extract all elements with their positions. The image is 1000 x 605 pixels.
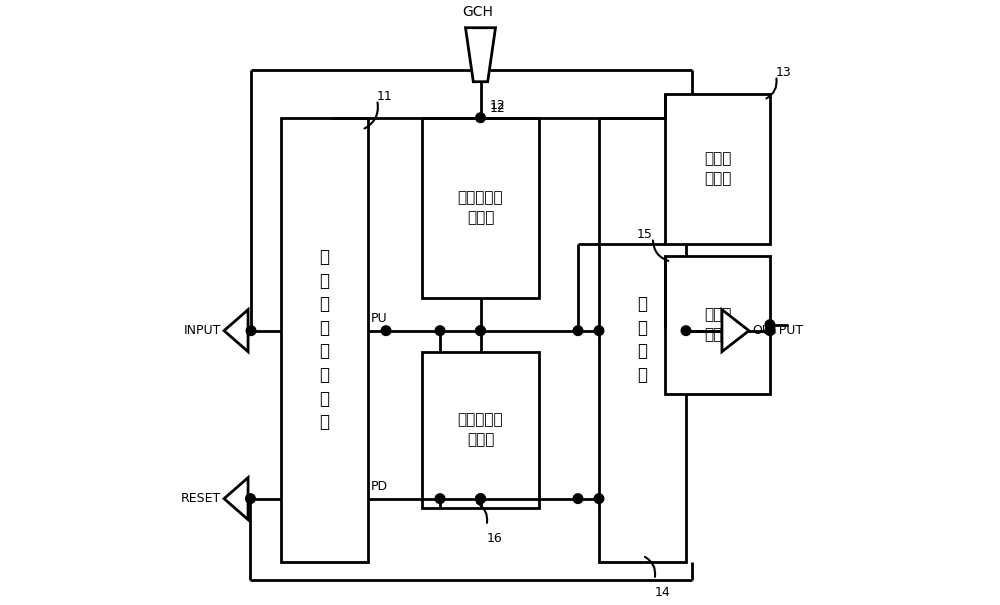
FancyBboxPatch shape <box>665 94 770 244</box>
Text: 12: 12 <box>490 99 505 112</box>
Text: PU: PU <box>371 312 388 325</box>
Text: 补偿存
储单元: 补偿存 储单元 <box>704 307 731 342</box>
Circle shape <box>573 494 583 503</box>
Circle shape <box>246 326 256 335</box>
Circle shape <box>476 113 485 123</box>
Text: 13: 13 <box>776 66 792 79</box>
Polygon shape <box>224 310 248 352</box>
Circle shape <box>381 326 391 335</box>
Circle shape <box>246 494 255 503</box>
Text: 上
拉
节
点
控
制
单
元: 上 拉 节 点 控 制 单 元 <box>320 248 330 431</box>
Polygon shape <box>722 310 749 352</box>
Text: 输
出
单
元: 输 出 单 元 <box>637 295 647 384</box>
Text: INPUT: INPUT <box>184 324 221 337</box>
Text: RESET: RESET <box>181 492 221 505</box>
Polygon shape <box>224 477 248 520</box>
Circle shape <box>765 320 775 330</box>
Text: 16: 16 <box>487 532 502 544</box>
Circle shape <box>594 326 604 335</box>
Text: 15: 15 <box>637 227 653 241</box>
Circle shape <box>765 326 775 335</box>
Text: 14: 14 <box>654 586 670 598</box>
Circle shape <box>594 494 604 503</box>
Text: 下拉节点控
制单元: 下拉节点控 制单元 <box>458 191 503 225</box>
Text: OUTPUT: OUTPUT <box>752 324 803 337</box>
Circle shape <box>476 326 485 335</box>
Circle shape <box>476 494 485 503</box>
Circle shape <box>435 326 445 335</box>
FancyBboxPatch shape <box>422 352 539 508</box>
Text: 11: 11 <box>377 90 393 103</box>
Text: PD: PD <box>371 480 388 492</box>
FancyBboxPatch shape <box>599 118 686 561</box>
FancyBboxPatch shape <box>665 256 770 394</box>
FancyBboxPatch shape <box>422 118 539 298</box>
Circle shape <box>681 326 691 335</box>
Text: 显示存
储单元: 显示存 储单元 <box>704 151 731 186</box>
Circle shape <box>476 494 485 503</box>
Circle shape <box>435 494 445 503</box>
Polygon shape <box>466 28 496 82</box>
FancyBboxPatch shape <box>281 118 368 561</box>
Text: 12: 12 <box>490 102 505 115</box>
Text: GCH: GCH <box>462 5 493 19</box>
Text: 补偿存储控
制单元: 补偿存储控 制单元 <box>458 412 503 447</box>
Circle shape <box>476 326 485 335</box>
Circle shape <box>573 326 583 335</box>
